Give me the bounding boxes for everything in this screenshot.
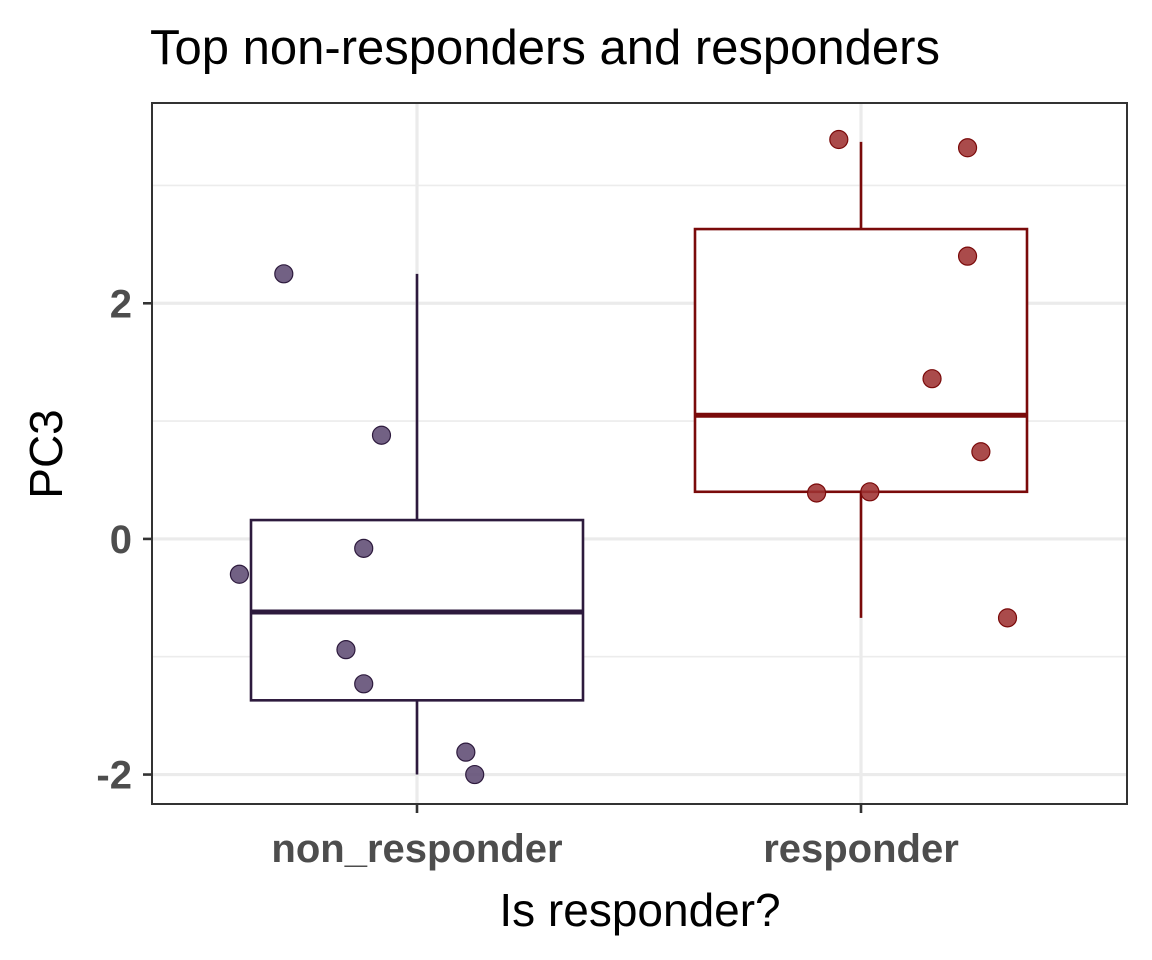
y-tick-label: 0 [110, 518, 132, 562]
data-point-responder [806, 483, 827, 503]
data-point-responder [860, 482, 880, 502]
plot-area: -2 0 2 non_responder responder [96, 102, 1128, 871]
data-point-non_responder [229, 564, 249, 584]
data-point-non_responder [354, 538, 374, 558]
data-point-responder [971, 442, 991, 462]
y-tick-label: -2 [96, 754, 132, 798]
data-point-responder [957, 138, 978, 158]
plot-border [151, 102, 1128, 805]
data-point-non_responder [371, 425, 392, 445]
data-point-non_responder [456, 742, 476, 762]
y-axis-title: PC3 [20, 409, 72, 498]
data-point-responder [922, 369, 942, 389]
x-tick-label: responder [763, 827, 959, 871]
x-tick-label: non_responder [271, 827, 562, 871]
data-point-non_responder [336, 640, 356, 660]
data-point-non_responder [465, 764, 485, 785]
data-point-responder [957, 246, 978, 266]
x-axis-title: Is responder? [499, 884, 780, 936]
y-tick-label: 2 [110, 282, 132, 326]
data-point-non_responder [354, 674, 374, 694]
data-point-responder [997, 608, 1018, 628]
data-point-responder [829, 129, 849, 150]
chart-title: Top non-responders and responders [150, 21, 940, 75]
data-point-non_responder [274, 264, 294, 284]
